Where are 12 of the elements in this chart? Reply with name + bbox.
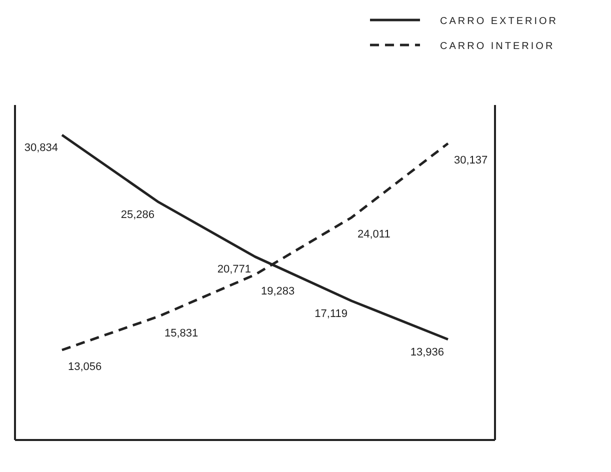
- legend-label: CARRO EXTERIOR: [440, 16, 558, 27]
- data-label: 19,283: [261, 286, 295, 298]
- data-label: 30,834: [24, 142, 58, 154]
- data-label: 30,137: [454, 154, 488, 166]
- data-label: 15,831: [164, 327, 198, 340]
- data-label: 13,936: [410, 346, 444, 358]
- data-label: 25,286: [120, 209, 154, 222]
- legend-label: CARRO INTERIOR: [440, 41, 555, 52]
- data-label: 17,119: [314, 308, 348, 320]
- data-label: 20,771: [217, 264, 251, 276]
- data-label: 24,011: [358, 228, 390, 241]
- data-label: 13,056: [68, 361, 102, 373]
